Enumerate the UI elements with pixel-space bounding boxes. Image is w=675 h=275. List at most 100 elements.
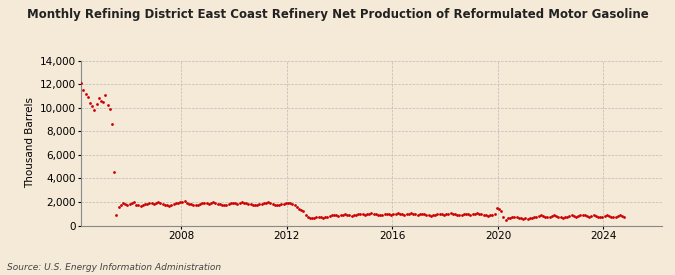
Point	[450, 212, 460, 216]
Point	[458, 212, 469, 216]
Point	[289, 203, 300, 208]
Point	[324, 214, 335, 218]
Point	[186, 202, 196, 207]
Point	[535, 213, 546, 218]
Point	[210, 200, 221, 205]
Point	[460, 211, 471, 216]
Point	[524, 216, 535, 221]
Point	[129, 200, 140, 204]
Point	[166, 203, 177, 208]
Point	[173, 200, 184, 205]
Point	[102, 103, 113, 108]
Point	[346, 214, 357, 218]
Point	[529, 215, 539, 219]
Point	[489, 212, 500, 216]
Point	[263, 200, 273, 204]
Point	[467, 212, 478, 216]
Point	[199, 200, 210, 205]
Point	[192, 203, 203, 207]
Point	[82, 95, 93, 99]
Point	[507, 215, 518, 219]
Point	[509, 214, 520, 219]
Point	[159, 203, 170, 207]
Point	[491, 206, 502, 210]
Point	[119, 202, 130, 207]
Point	[428, 213, 439, 218]
Point	[344, 213, 355, 218]
Point	[298, 209, 308, 214]
Point	[383, 212, 394, 216]
Point	[597, 214, 608, 219]
Point	[573, 214, 584, 218]
Point	[190, 203, 201, 208]
Point	[133, 203, 144, 208]
Point	[390, 211, 401, 216]
Point	[315, 215, 326, 219]
Point	[375, 213, 385, 218]
Point	[342, 213, 352, 217]
Point	[614, 213, 625, 218]
Point	[287, 202, 298, 207]
Point	[421, 213, 432, 217]
Point	[179, 199, 190, 204]
Point	[441, 212, 452, 216]
Point	[553, 214, 564, 219]
Point	[274, 203, 285, 207]
Point	[371, 212, 381, 216]
Point	[612, 214, 623, 218]
Point	[182, 200, 192, 205]
Point	[595, 215, 605, 219]
Point	[170, 201, 181, 205]
Point	[280, 201, 291, 205]
Point	[294, 207, 304, 211]
Point	[215, 202, 225, 207]
Point	[540, 214, 551, 219]
Point	[505, 216, 516, 220]
Point	[463, 212, 474, 216]
Point	[399, 213, 410, 217]
Point	[87, 104, 98, 109]
Point	[194, 202, 205, 206]
Point	[142, 202, 153, 206]
Point	[203, 202, 214, 206]
Point	[366, 211, 377, 215]
Point	[348, 213, 359, 218]
Point	[355, 211, 366, 216]
Point	[619, 214, 630, 219]
Point	[603, 214, 614, 218]
Point	[570, 214, 581, 219]
Point	[579, 213, 590, 218]
Point	[514, 216, 524, 220]
Point	[109, 170, 119, 175]
Point	[241, 201, 252, 205]
Point	[138, 203, 148, 208]
Point	[250, 203, 261, 208]
Point	[212, 202, 223, 206]
Point	[144, 201, 155, 205]
Point	[126, 201, 137, 205]
Point	[117, 201, 128, 205]
Point	[575, 213, 586, 218]
Point	[155, 201, 166, 205]
Point	[311, 215, 322, 219]
Point	[425, 214, 436, 218]
Point	[562, 214, 572, 219]
Point	[500, 218, 511, 222]
Point	[481, 213, 491, 218]
Point	[388, 212, 399, 216]
Point	[177, 200, 188, 204]
Point	[537, 214, 548, 218]
Point	[111, 213, 122, 217]
Point	[184, 202, 194, 206]
Point	[601, 213, 612, 218]
Point	[360, 213, 371, 217]
Point	[302, 215, 313, 219]
Point	[551, 214, 562, 218]
Point	[586, 214, 597, 218]
Point	[496, 209, 507, 214]
Point	[416, 211, 427, 216]
Point	[591, 214, 601, 218]
Point	[107, 122, 117, 126]
Point	[238, 200, 249, 205]
Point	[392, 211, 403, 215]
